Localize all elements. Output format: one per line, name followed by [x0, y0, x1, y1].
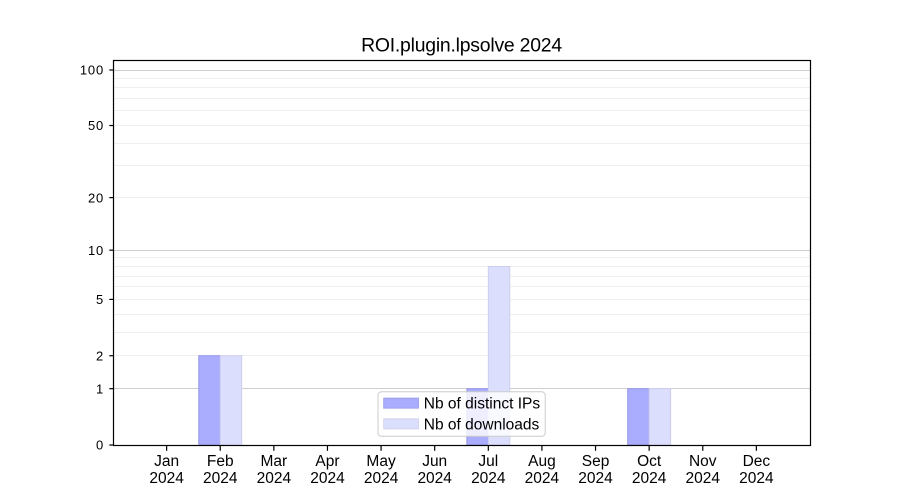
svg-text:50: 50 [88, 118, 104, 133]
svg-text:1: 1 [96, 381, 104, 396]
svg-text:5: 5 [96, 292, 104, 307]
svg-text:Nb of distinct IPs: Nb of distinct IPs [424, 395, 541, 412]
svg-text:20: 20 [88, 190, 104, 205]
svg-text:0: 0 [96, 438, 104, 453]
svg-text:10: 10 [88, 243, 104, 258]
svg-text:ROI.plugin.lpsolve 2024: ROI.plugin.lpsolve 2024 [361, 35, 562, 57]
svg-text:2: 2 [96, 348, 104, 363]
svg-text:100: 100 [80, 63, 104, 78]
svg-text:Nb of downloads: Nb of downloads [424, 416, 540, 433]
